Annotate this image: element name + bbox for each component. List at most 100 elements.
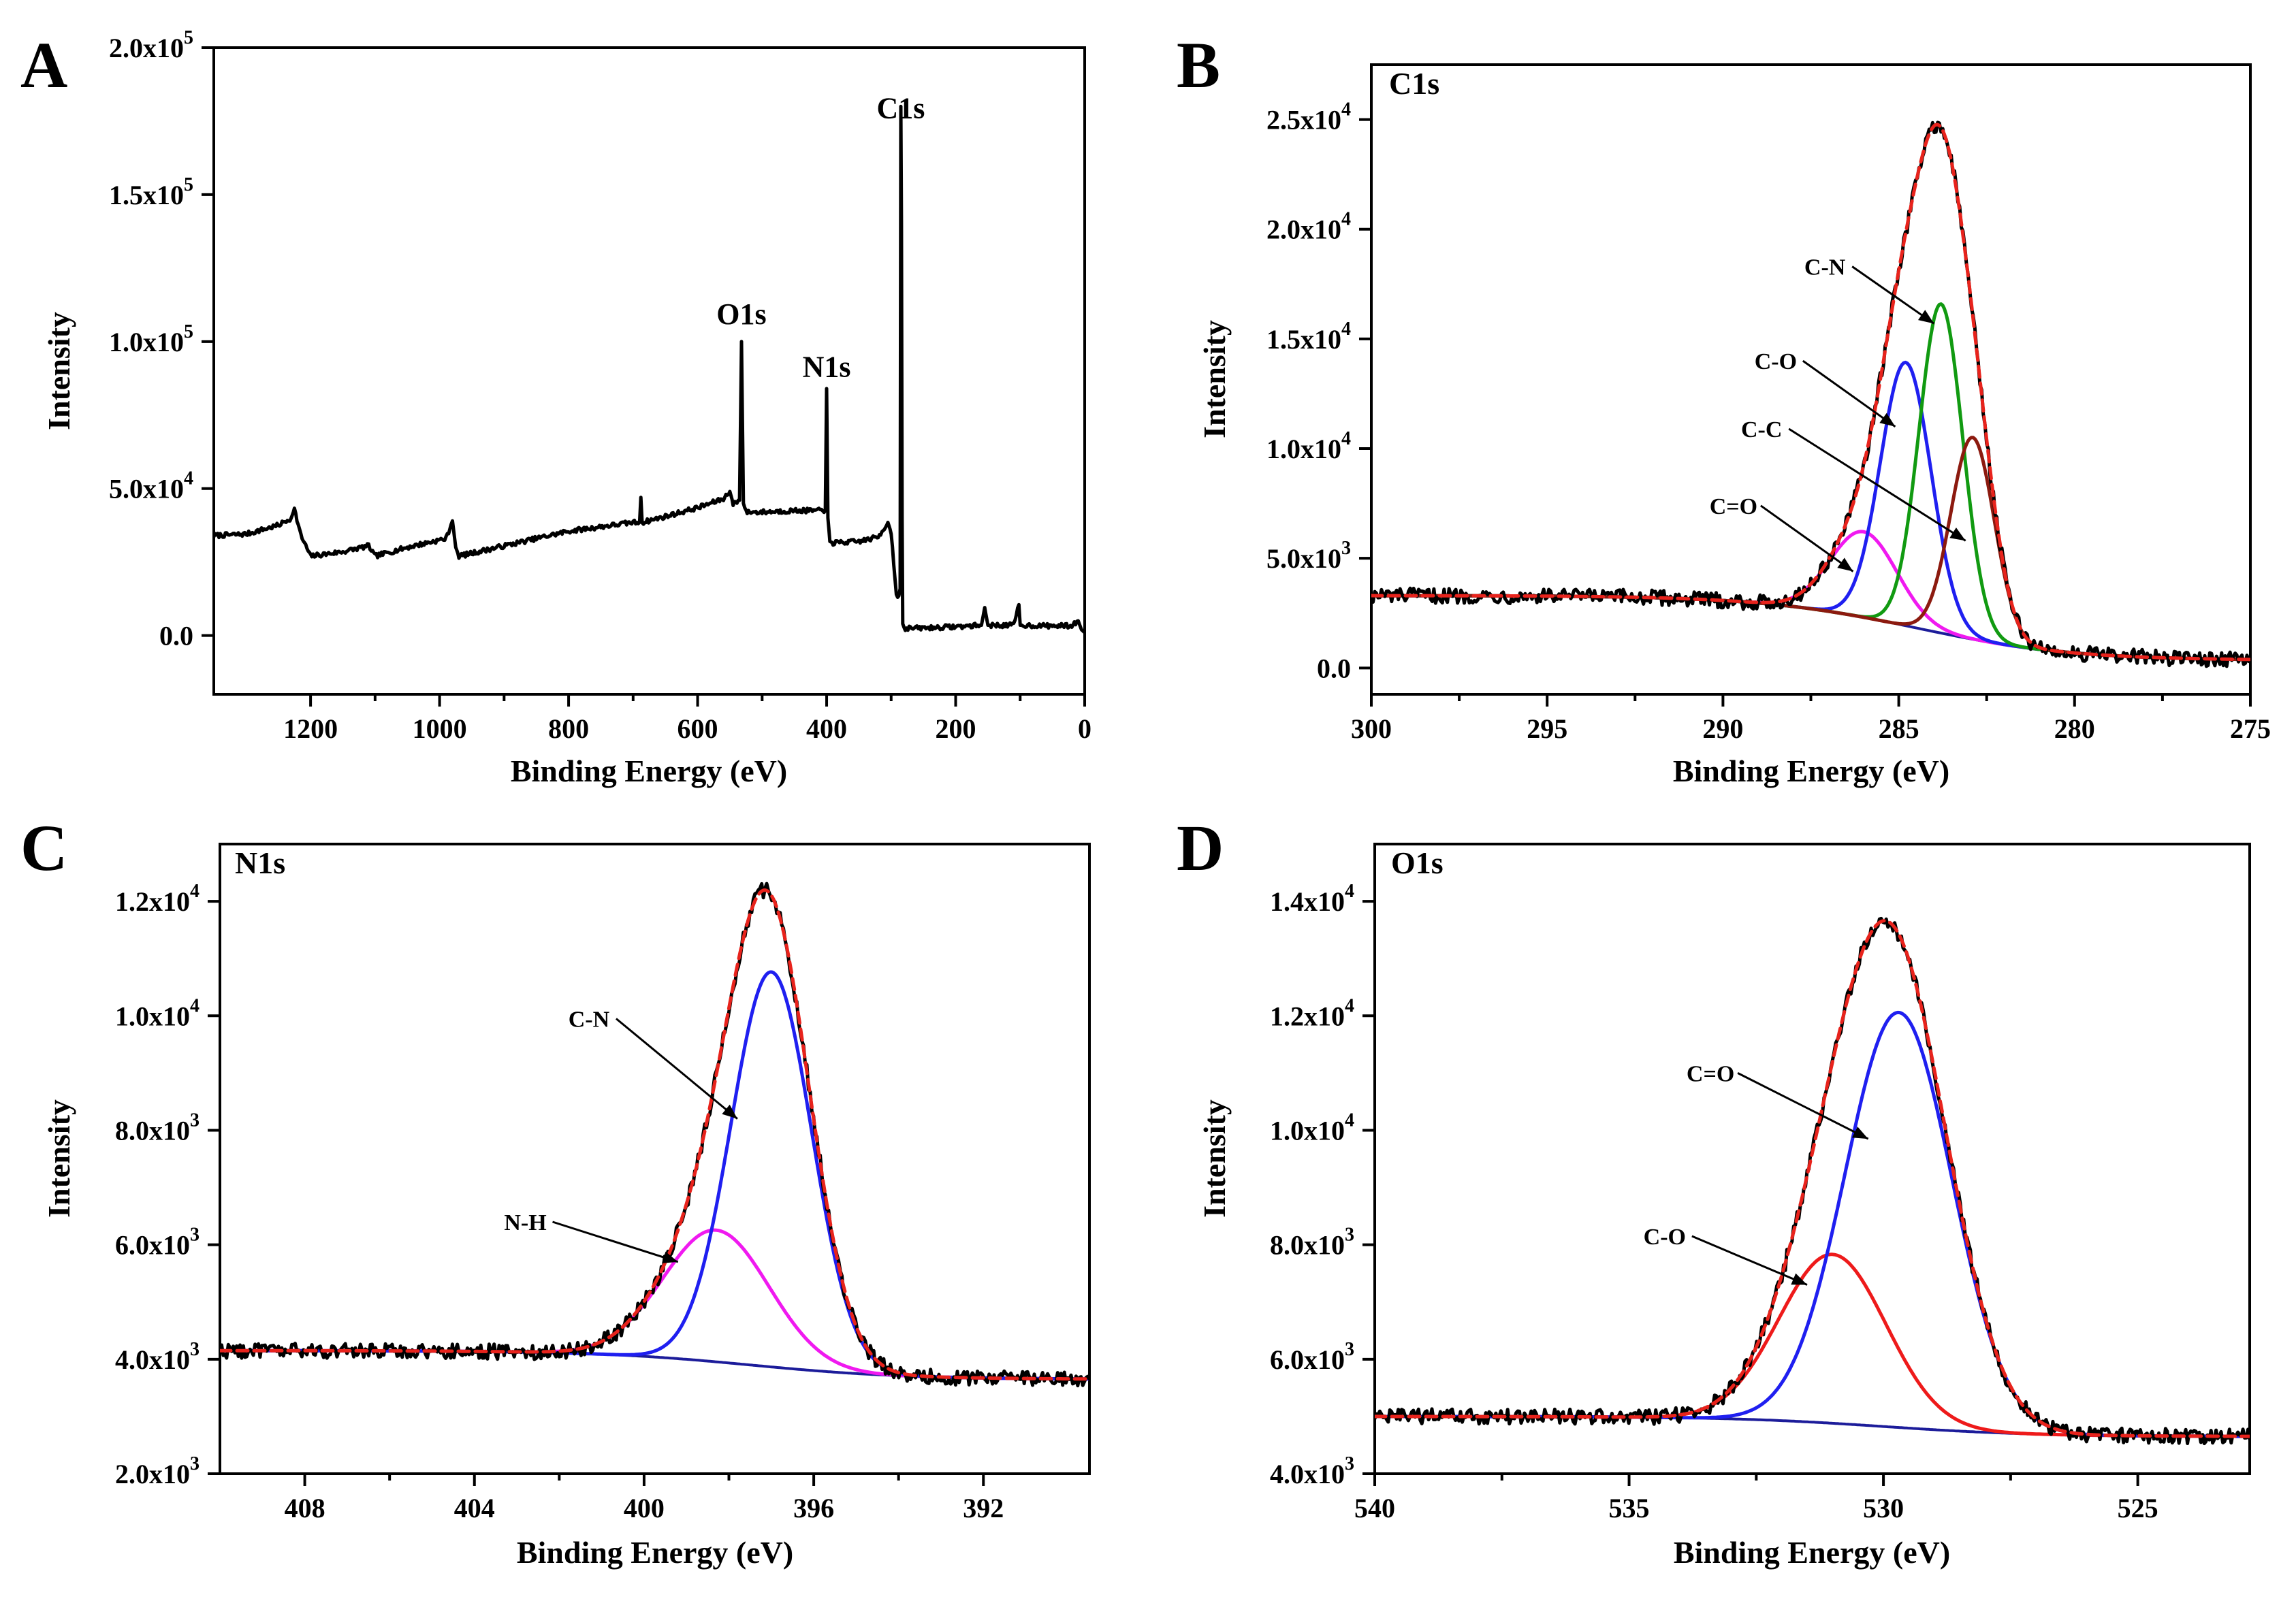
fitted-envelope-line xyxy=(1371,123,2250,662)
y-tick-label: 6.0x103 xyxy=(115,1225,200,1261)
y-tick-label: 2.5x104 xyxy=(1266,99,1351,135)
x-tick-label: 290 xyxy=(1702,713,1743,744)
y-tick-label: 2.0x105 xyxy=(109,27,193,63)
y-tick-label: 5.0x104 xyxy=(109,468,193,504)
y-tick-label: 0.0 xyxy=(1317,653,1351,683)
panel-title: O1s xyxy=(1391,845,1444,880)
annotation-label: C=O xyxy=(1710,494,1757,519)
panel-letter: C xyxy=(20,811,67,884)
arrow-head xyxy=(1918,310,1934,324)
plot-frame xyxy=(1370,63,2252,696)
x-tick-label: 280 xyxy=(2054,713,2095,744)
y-tick-label: 5.0x103 xyxy=(1266,538,1351,574)
component-c-n xyxy=(1371,302,2250,662)
arrow-head xyxy=(1837,557,1853,572)
annotation-arrow xyxy=(1691,1235,1808,1286)
y-axis-label: Intensity xyxy=(1197,1099,1232,1218)
x-tick-label: 392 xyxy=(963,1493,1004,1523)
y-tick-label: 2.0x104 xyxy=(1266,209,1351,245)
annotation-c-o: C=O xyxy=(1687,1061,1869,1140)
x-tick-label: 0 xyxy=(1078,713,1091,744)
survey-spectrum-line xyxy=(214,104,1085,634)
annotation-arrow xyxy=(1760,504,1854,572)
annotation-label: C-O xyxy=(1644,1225,1686,1250)
annotation-c-n: C-N xyxy=(569,1007,738,1120)
x-tick-label: 275 xyxy=(2230,713,2271,744)
x-tick-label: 535 xyxy=(1609,1493,1650,1523)
y-axis-label: Intensity xyxy=(42,312,76,430)
panel-letter: D xyxy=(1177,811,1224,884)
panel-b-c1s-spectrum: 300 295 290 285 280 275 0.0 5.0x103 1.0x104 1.5x1… xyxy=(1177,29,2271,788)
x-tick-label: 1000 xyxy=(413,713,467,744)
annotation-arrow xyxy=(1788,427,1966,542)
y-tick-label: 1.4x104 xyxy=(1270,881,1354,917)
raw-spectrum-line xyxy=(1371,120,2250,668)
arrow-head xyxy=(1852,1127,1868,1139)
plot-area xyxy=(1375,916,2250,1446)
y-tick-label: 1.0x104 xyxy=(1266,428,1351,464)
annotation-label: N-H xyxy=(504,1210,546,1235)
annotation-label: C=O xyxy=(1687,1061,1734,1086)
y-tick-label: 1.5x104 xyxy=(1266,319,1351,355)
annotation-c-o: C=O xyxy=(1710,494,1854,572)
y-tick-label: 1.2x104 xyxy=(115,881,200,917)
y-tick-label: 1.0x104 xyxy=(115,995,200,1031)
peak-label-n1s: N1s xyxy=(803,351,851,384)
annotation-arrow xyxy=(615,1018,738,1120)
y-tick-label: 4.0x103 xyxy=(1270,1453,1354,1489)
peak-label-o1s: O1s xyxy=(716,297,766,331)
x-tick-label: 400 xyxy=(624,1493,665,1523)
annotation-arrow xyxy=(1802,359,1896,428)
annotation-arrow xyxy=(552,1220,679,1263)
raw-spectrum-line xyxy=(220,882,1089,1388)
annotation-label: C-O xyxy=(1755,349,1797,374)
arrow-head xyxy=(1949,528,1966,541)
y-tick-label: 4.0x103 xyxy=(115,1339,200,1375)
y-tick-label: 1.0x105 xyxy=(109,321,193,357)
y-tick-label: 1.5x105 xyxy=(109,174,193,210)
panel-c-n1s-spectrum: 408 404 400 396 392 2.0x103 4.0x103 6.0x103 8.0x… xyxy=(20,811,1091,1570)
component-c-o xyxy=(1375,1010,2250,1438)
y-tick-label: 8.0x103 xyxy=(1270,1225,1354,1261)
x-axis-label: Binding Energy (eV) xyxy=(1673,754,1949,788)
y-tick-label: 6.0x103 xyxy=(1270,1339,1354,1375)
fitted-envelope-line xyxy=(1375,919,2250,1438)
y-tick-label: 2.0x103 xyxy=(115,1453,200,1489)
arrow-head xyxy=(722,1104,737,1119)
panel-d-o1s-spectrum: 540 535 530 525 4.0x103 6.0x103 8.0x103 1.0x104… xyxy=(1177,811,2251,1570)
component-c-o xyxy=(1375,1252,2250,1438)
component-c-o xyxy=(1371,360,2250,662)
panel-a-survey-spectrum: 1200 1000 800 600 400 200 0 0.0 5.0x104 1.0x105 1.… xyxy=(20,27,1091,788)
y-axis-label: Intensity xyxy=(42,1099,76,1218)
plot-area xyxy=(214,104,1085,634)
annotation-label: C-C xyxy=(1741,417,1782,442)
arrow-head xyxy=(662,1251,678,1263)
x-tick-label: 530 xyxy=(1863,1493,1904,1523)
arrow-head xyxy=(1879,413,1896,427)
x-tick-label: 400 xyxy=(806,713,847,744)
x-axis-label: Binding Energy (eV) xyxy=(511,754,787,788)
x-axis-label: Binding Energy (eV) xyxy=(517,1535,793,1570)
fitted-envelope-line xyxy=(220,888,1089,1381)
plot-frame xyxy=(212,46,1086,696)
x-tick-label: 525 xyxy=(2118,1493,2158,1523)
annotation-label: C-N xyxy=(569,1007,610,1032)
y-tick-label: 1.0x104 xyxy=(1270,1110,1354,1146)
x-tick-label: 540 xyxy=(1354,1493,1395,1523)
panel-title: N1s xyxy=(235,845,285,880)
plot-frame xyxy=(1373,843,2251,1475)
x-tick-label: 408 xyxy=(285,1493,325,1523)
x-tick-label: 200 xyxy=(936,713,976,744)
plot-frame xyxy=(219,843,1091,1475)
panel-letter: B xyxy=(1177,29,1220,101)
x-tick-label: 285 xyxy=(1879,713,1919,744)
arrow-head xyxy=(1791,1273,1808,1285)
panel-letter: A xyxy=(20,29,67,101)
annotation-c-c: C-C xyxy=(1741,417,1966,542)
component-c-n xyxy=(220,970,1089,1381)
y-tick-label: 0.0 xyxy=(159,621,193,651)
plot-area xyxy=(220,882,1089,1388)
plot-area xyxy=(1371,120,2250,668)
background-line xyxy=(1371,594,2250,661)
